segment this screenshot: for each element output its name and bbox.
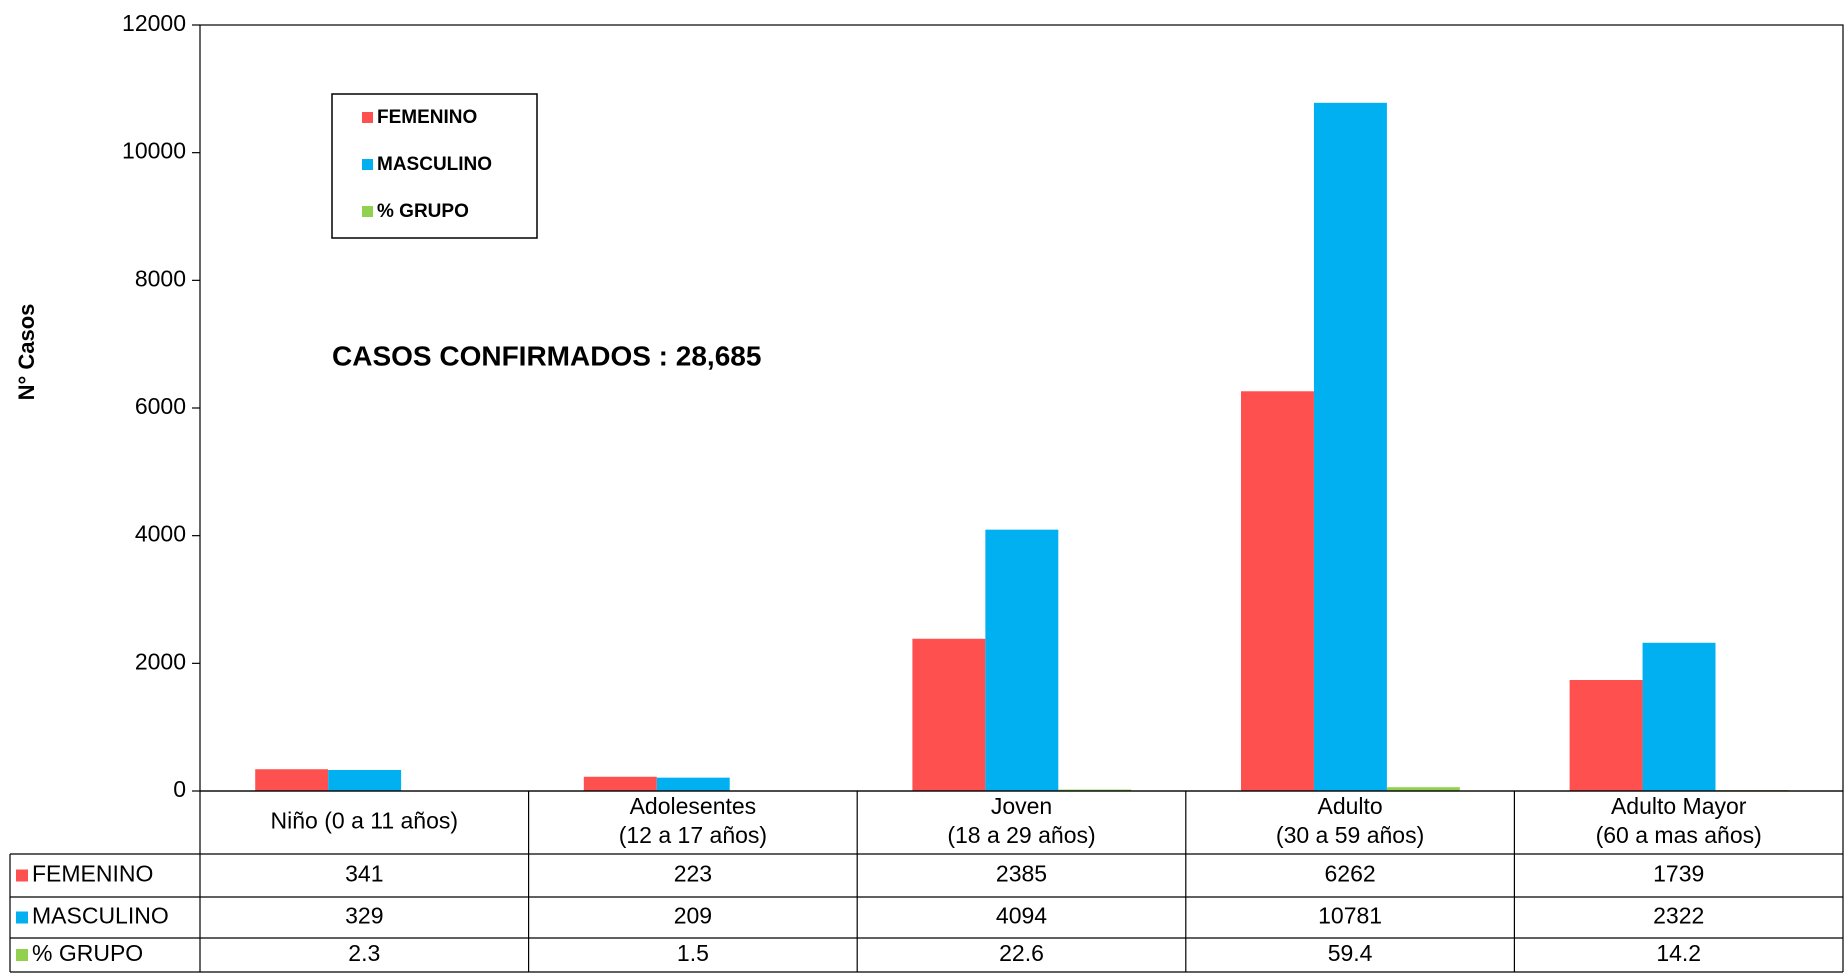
table-cell: 341 — [345, 861, 383, 887]
legend-key — [362, 159, 373, 170]
y-tick-label: 0 — [173, 776, 186, 802]
x-tick-label: Adulto Mayor — [1611, 793, 1747, 819]
bar — [912, 638, 986, 791]
x-tick-label: (12 a 17 años) — [619, 822, 767, 848]
table-cell: 22.6 — [999, 940, 1044, 966]
table-cell: 2385 — [996, 861, 1047, 887]
table-cell: 10781 — [1318, 903, 1382, 929]
x-tick-label: Niño (0 a 11 años) — [271, 808, 459, 834]
bar — [656, 777, 730, 791]
x-tick-label: Joven — [991, 793, 1052, 819]
bar — [1058, 789, 1132, 791]
x-tick-label: (18 a 29 años) — [947, 822, 1095, 848]
table-cell: 6262 — [1325, 861, 1376, 887]
table-row-label: % GRUPO — [32, 940, 143, 966]
legend-label: MASCULINO — [377, 154, 492, 175]
table-legend-key — [16, 911, 28, 924]
bar — [1241, 391, 1314, 791]
table-cell: 209 — [674, 903, 712, 929]
bar — [985, 529, 1059, 791]
bar — [1642, 642, 1716, 791]
table-cell: 2322 — [1653, 903, 1704, 929]
x-tick-label: (60 a mas años) — [1596, 822, 1762, 848]
legend-key — [362, 206, 373, 217]
y-tick-label: 8000 — [135, 265, 186, 291]
bar — [328, 769, 402, 791]
x-tick-label: (30 a 59 años) — [1276, 822, 1424, 848]
bar — [255, 769, 329, 791]
table-cell: 1.5 — [677, 940, 709, 966]
table-cell: 59.4 — [1328, 940, 1373, 966]
table-cell: 329 — [345, 903, 383, 929]
y-tick-label: 2000 — [135, 648, 186, 674]
table-cell: 14.2 — [1656, 940, 1701, 966]
table-cell: 1739 — [1653, 861, 1704, 887]
table-legend-key — [16, 949, 28, 961]
bar — [1569, 679, 1643, 791]
annotation: CASOS CONFIRMADOS : 28,685 — [332, 340, 761, 371]
y-tick-label: 6000 — [135, 393, 186, 419]
bar — [583, 776, 657, 791]
legend-key — [362, 112, 373, 123]
y-tick-label: 4000 — [135, 521, 186, 547]
legend-label: % GRUPO — [377, 201, 469, 222]
table-cell: 2.3 — [348, 940, 380, 966]
y-tick-label: 10000 — [122, 138, 186, 164]
y-tick-label: 12000 — [122, 10, 186, 36]
table-cell: 223 — [674, 861, 712, 887]
bar — [1386, 787, 1460, 791]
table-legend-key — [16, 869, 28, 882]
x-tick-label: Adolesentes — [630, 793, 757, 819]
y-axis-label: N° Casos — [14, 304, 39, 401]
table-row-label: MASCULINO — [32, 903, 169, 929]
bar — [1313, 102, 1387, 791]
legend-label: FEMENINO — [377, 107, 477, 128]
table-cell: 4094 — [996, 903, 1047, 929]
x-tick-label: Adulto — [1317, 793, 1382, 819]
table-row-label: FEMENINO — [32, 861, 153, 887]
